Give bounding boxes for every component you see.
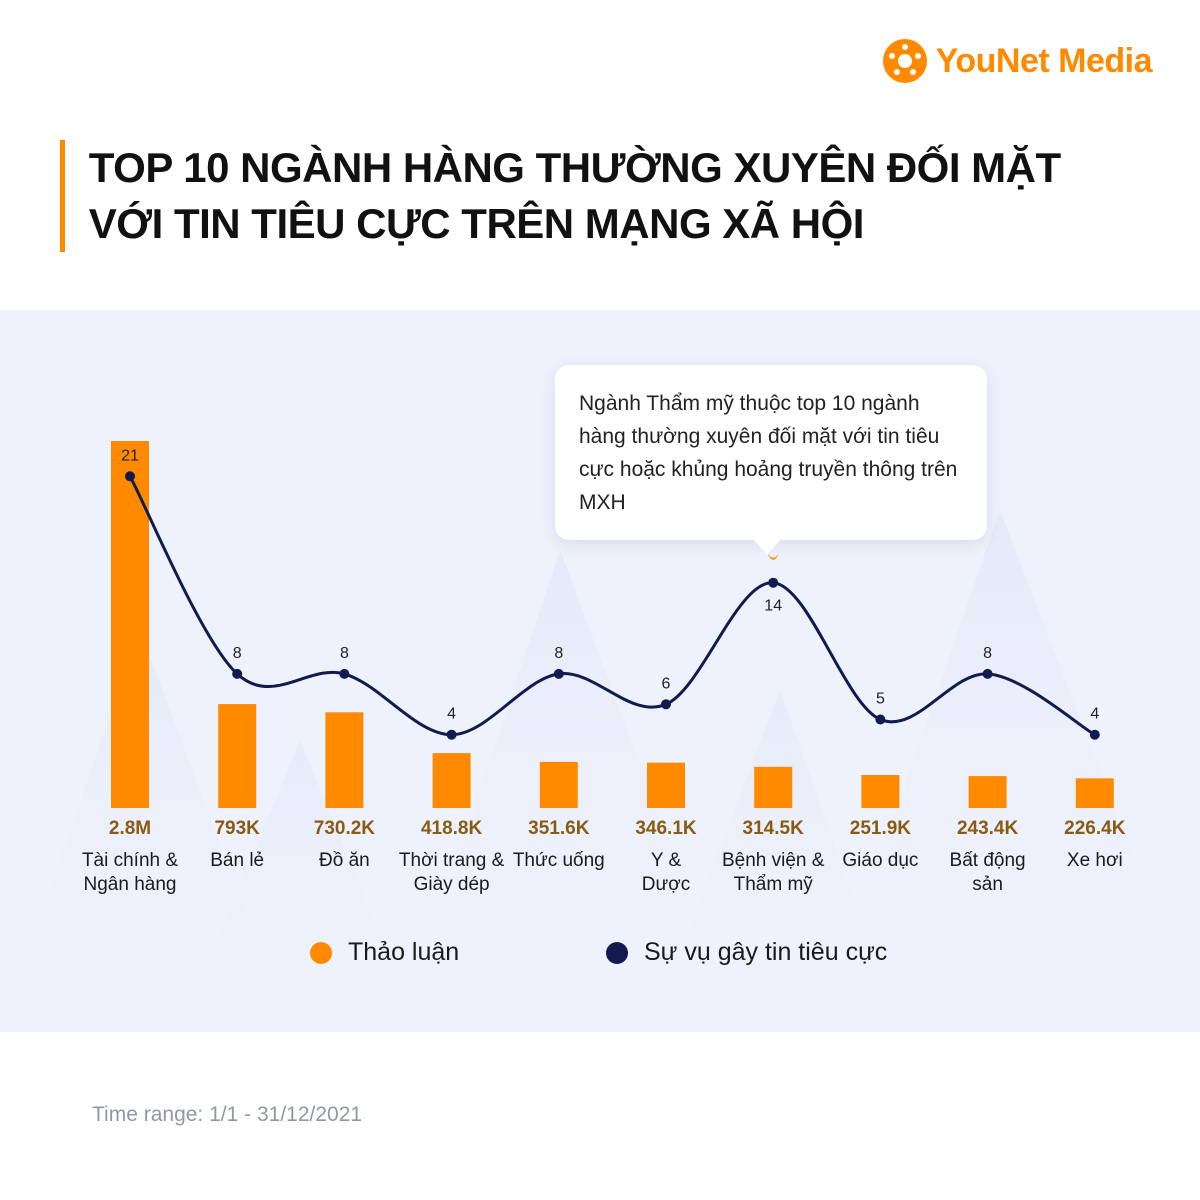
discussion-value-label-8: 243.4K xyxy=(957,818,1019,839)
category-label-3-1: Giày dép xyxy=(414,874,490,895)
callout-box: Ngành Thẩm mỹ thuộc top 10 ngành hàng th… xyxy=(555,365,987,540)
category-label-4-0: Thức uống xyxy=(513,850,605,871)
incident-value-label-1: 8 xyxy=(233,645,242,662)
point-incidents-7 xyxy=(875,714,886,725)
brand-wordmark: YouNet Media xyxy=(935,41,1153,81)
point-incidents-4 xyxy=(553,668,564,679)
incident-value-label-4: 8 xyxy=(554,645,563,662)
category-label-1-0: Bán lẻ xyxy=(210,850,264,871)
bar-discussion-7 xyxy=(861,774,900,808)
callout-text: Ngành Thẩm mỹ thuộc top 10 ngành hàng th… xyxy=(579,392,958,514)
discussion-value-label-2: 730.2K xyxy=(314,818,376,839)
point-incidents-5 xyxy=(661,699,671,710)
incident-value-label-5: 6 xyxy=(662,675,671,692)
brand-logo: YouNet Media xyxy=(882,38,1152,84)
point-incidents-0 xyxy=(125,471,135,482)
incident-value-label-0: 21 xyxy=(121,447,139,464)
legend-label-discussion: Thảo luận xyxy=(348,938,460,966)
bar-discussion-9 xyxy=(1075,778,1114,808)
point-incidents-3 xyxy=(446,729,457,740)
title-block: TOP 10 NGÀNH HÀNG THƯỜNG XUYÊN ĐỐI MẶT V… xyxy=(60,140,1140,252)
category-label-6-0: Bệnh viện & xyxy=(722,850,825,871)
callout-tail xyxy=(753,539,781,555)
chart-panel xyxy=(0,310,1200,1032)
category-label-0-1: Ngân hàng xyxy=(84,874,177,895)
category-label-0-0: Tài chính & xyxy=(82,850,178,871)
point-incidents-9 xyxy=(1089,729,1100,740)
brand-word-1: YouNet xyxy=(935,41,1050,80)
point-incidents-1 xyxy=(232,668,243,679)
point-incidents-8 xyxy=(982,668,993,679)
legend-item-incidents: Sự vụ gây tin tiêu cực xyxy=(606,938,887,967)
category-label-7-0: Giáo dục xyxy=(842,850,918,871)
younet-logo-icon xyxy=(882,39,927,83)
brand-word-2: Media xyxy=(1058,41,1152,80)
category-label-8-1: sản xyxy=(972,874,1003,895)
category-label-5-0: Y & xyxy=(651,850,682,871)
incident-value-label-2: 8 xyxy=(340,645,349,662)
legend-swatch-discussion xyxy=(310,941,332,964)
category-label-5-1: Dược xyxy=(642,874,690,895)
title-accent-bar xyxy=(60,140,65,252)
category-label-3-0: Thời trang & xyxy=(399,850,505,871)
category-label-8-0: Bất động xyxy=(950,850,1026,871)
incident-value-label-8: 8 xyxy=(983,645,992,662)
discussion-value-label-4: 351.6K xyxy=(528,818,590,839)
bar-discussion-5 xyxy=(647,762,685,808)
bar-discussion-3 xyxy=(432,753,471,808)
bar-discussion-1 xyxy=(218,704,257,808)
discussion-value-label-1: 793K xyxy=(214,818,260,839)
discussion-value-label-3: 418.8K xyxy=(421,818,483,839)
bar-discussion-2 xyxy=(325,712,364,808)
category-label-9-0: Xe hơi xyxy=(1067,850,1123,871)
incident-value-label-3: 4 xyxy=(447,706,456,723)
incident-value-label-9: 4 xyxy=(1090,706,1099,723)
point-incidents-2 xyxy=(339,668,350,679)
bar-discussion-4 xyxy=(539,761,578,808)
incident-value-label-6: 14 xyxy=(764,598,782,615)
incident-value-label-7: 5 xyxy=(876,691,885,708)
bar-discussion-6 xyxy=(754,766,793,808)
bar-discussion-8 xyxy=(968,776,1007,808)
time-range-note: Time range: 1/1 - 31/12/2021 xyxy=(92,1103,363,1126)
discussion-value-label-5: 346.1K xyxy=(635,818,697,839)
line-incidents xyxy=(128,475,1096,737)
legend-label-incidents: Sự vụ gây tin tiêu cực xyxy=(644,938,888,966)
page-title: TOP 10 NGÀNH HÀNG THƯỜNG XUYÊN ĐỐI MẶT V… xyxy=(88,144,1061,247)
bar-discussion-0 xyxy=(111,441,149,808)
discussion-value-label-0: 2.8M xyxy=(109,818,151,839)
discussion-value-label-9: 226.4K xyxy=(1064,818,1126,839)
legend: Thảo luận Sự vụ gây tin tiêu cực xyxy=(0,938,1200,974)
discussion-value-label-7: 251.9K xyxy=(850,818,912,839)
category-label-2-0: Đồ ăn xyxy=(319,850,370,871)
point-incidents-6 xyxy=(768,577,779,588)
legend-swatch-incidents xyxy=(606,941,628,964)
legend-item-discussion: Thảo luận xyxy=(310,938,459,967)
category-label-6-1: Thẩm mỹ xyxy=(734,874,814,895)
highlight-marker-icon xyxy=(767,552,780,560)
discussion-value-label-6: 314.5K xyxy=(743,818,805,839)
